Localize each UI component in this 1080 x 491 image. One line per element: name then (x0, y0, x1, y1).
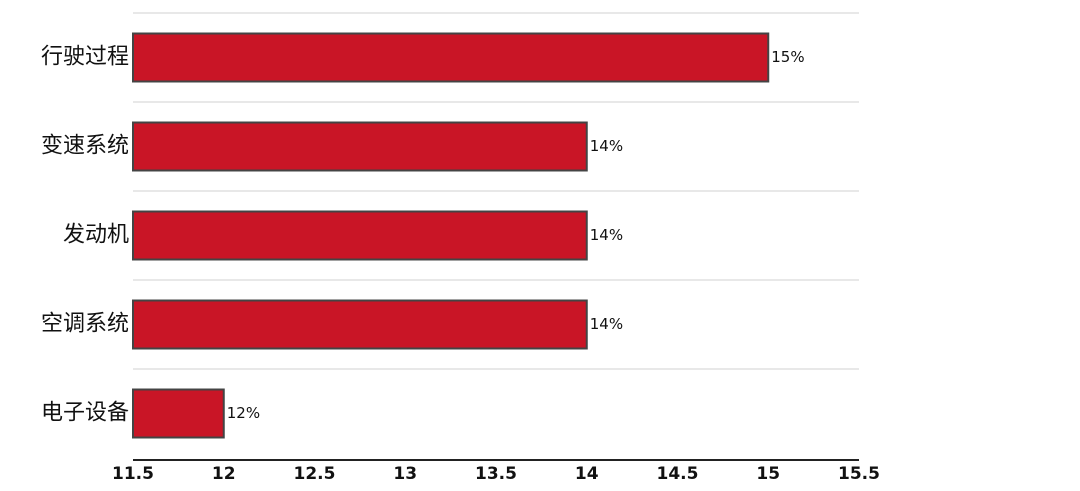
value-label: 15% (771, 48, 804, 66)
x-tick-label: 13.5 (475, 464, 517, 484)
bar (132, 388, 225, 439)
y-tick-label: 变速系统 (41, 134, 129, 159)
y-tick-label: 发动机 (63, 223, 129, 248)
x-tick-label: 15.5 (838, 464, 880, 484)
bar (132, 32, 770, 83)
value-label: 14% (590, 137, 623, 155)
x-tick-label: 13 (393, 464, 417, 484)
y-tick-label: 行驶过程 (41, 45, 129, 70)
value-label: 12% (227, 404, 260, 422)
x-tick-label: 15 (756, 464, 780, 484)
y-tick-label: 电子设备 (41, 401, 129, 426)
bar (132, 121, 588, 172)
x-tick-label: 11.5 (112, 464, 154, 484)
x-tick-label: 12.5 (294, 464, 336, 484)
x-tick-label: 14.5 (657, 464, 699, 484)
y-tick-label: 空调系统 (41, 312, 129, 337)
x-tick-label: 14 (575, 464, 599, 484)
value-label: 14% (590, 226, 623, 244)
bar (132, 299, 588, 350)
bar (132, 210, 588, 261)
x-tick-label: 12 (212, 464, 236, 484)
value-label: 14% (590, 315, 623, 333)
